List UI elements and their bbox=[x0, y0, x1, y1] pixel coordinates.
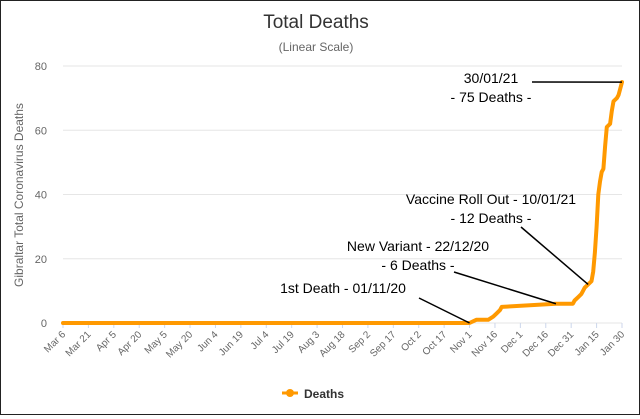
annotation-label: - 75 Deaths - bbox=[451, 89, 532, 105]
x-tick-label: Jun 19 bbox=[217, 329, 246, 358]
data-point[interactable] bbox=[496, 313, 497, 314]
annotation-label: 30/01/21 bbox=[464, 70, 519, 86]
x-tick-label: Aug 18 bbox=[317, 329, 347, 359]
chart-subtitle: (Linear Scale) bbox=[279, 40, 354, 54]
x-tick-label: Sep 17 bbox=[368, 329, 398, 359]
data-point[interactable] bbox=[610, 123, 611, 124]
legend[interactable]: Deaths bbox=[282, 387, 344, 401]
annotation-label: Vaccine Roll Out - 10/01/21 bbox=[406, 191, 576, 207]
data-point[interactable] bbox=[591, 281, 592, 282]
annotation-leader-line bbox=[454, 272, 556, 304]
x-tick-label: Jan 15 bbox=[573, 329, 602, 358]
data-point[interactable] bbox=[584, 287, 585, 288]
data-point[interactable] bbox=[613, 101, 614, 102]
annotation-leader-line bbox=[521, 227, 588, 284]
data-point[interactable] bbox=[582, 290, 583, 291]
annotations-layer: 30/01/21 - 75 Deaths - Vaccine Roll Out - … bbox=[280, 70, 622, 323]
y-tick-label: 60 bbox=[35, 125, 47, 137]
annotation-leader-line bbox=[419, 298, 470, 323]
x-tick-label: Oct 17 bbox=[421, 329, 450, 358]
x-tick-label: Apr 20 bbox=[116, 329, 145, 358]
data-point[interactable] bbox=[620, 88, 621, 89]
data-point[interactable] bbox=[599, 181, 600, 182]
data-point[interactable] bbox=[603, 168, 604, 169]
annotation-label: - 6 Deaths - bbox=[381, 257, 454, 273]
data-point[interactable] bbox=[598, 194, 599, 195]
chart-title: Total Deaths bbox=[263, 12, 369, 33]
data-point[interactable] bbox=[493, 316, 494, 317]
x-tick-label: Dec 16 bbox=[521, 329, 551, 359]
data-point[interactable] bbox=[593, 271, 594, 272]
x-tick-label: Mar 21 bbox=[64, 329, 94, 359]
data-point[interactable] bbox=[572, 303, 573, 304]
data-point[interactable] bbox=[62, 322, 63, 323]
annotation-label: 1st Death - 01/11/20 bbox=[280, 280, 406, 296]
data-point[interactable] bbox=[574, 300, 575, 301]
x-tick-label: Dec 31 bbox=[546, 329, 576, 359]
x-tick-label: Jul 19 bbox=[270, 329, 297, 356]
annotation-label: - 12 Deaths - bbox=[451, 210, 532, 226]
data-point[interactable] bbox=[581, 293, 582, 294]
data-point[interactable] bbox=[611, 110, 612, 111]
data-point[interactable] bbox=[476, 319, 477, 320]
data-point[interactable] bbox=[604, 146, 605, 147]
data-point[interactable] bbox=[501, 306, 502, 307]
x-tick-label: Jan 30 bbox=[598, 329, 627, 358]
y-tick-label: 0 bbox=[41, 318, 47, 330]
data-point[interactable] bbox=[488, 319, 489, 320]
annotation-label: New Variant - 22/12/20 bbox=[347, 238, 489, 254]
data-point[interactable] bbox=[596, 226, 597, 227]
data-point[interactable] bbox=[616, 98, 617, 99]
y-tick-label: 80 bbox=[35, 61, 47, 73]
data-point[interactable] bbox=[577, 297, 578, 298]
data-point[interactable] bbox=[499, 310, 500, 311]
data-point[interactable] bbox=[606, 126, 607, 127]
x-tick-label: May 20 bbox=[164, 329, 195, 360]
legend-label-deaths: Deaths bbox=[304, 387, 344, 401]
y-axis-label: Gibraltar Total Coronavirus Deaths bbox=[12, 103, 26, 287]
x-tick-label: Nov 16 bbox=[470, 329, 500, 359]
y-tick-label: 20 bbox=[35, 254, 47, 266]
y-axis-ticks: 0 20 40 60 80 bbox=[35, 61, 47, 330]
x-tick-label: Jul 4 bbox=[249, 329, 272, 352]
data-point[interactable] bbox=[594, 252, 595, 253]
data-point[interactable] bbox=[618, 94, 619, 95]
data-point[interactable] bbox=[601, 171, 602, 172]
legend-marker-deaths bbox=[286, 389, 294, 397]
y-tick-label: 40 bbox=[35, 190, 47, 202]
